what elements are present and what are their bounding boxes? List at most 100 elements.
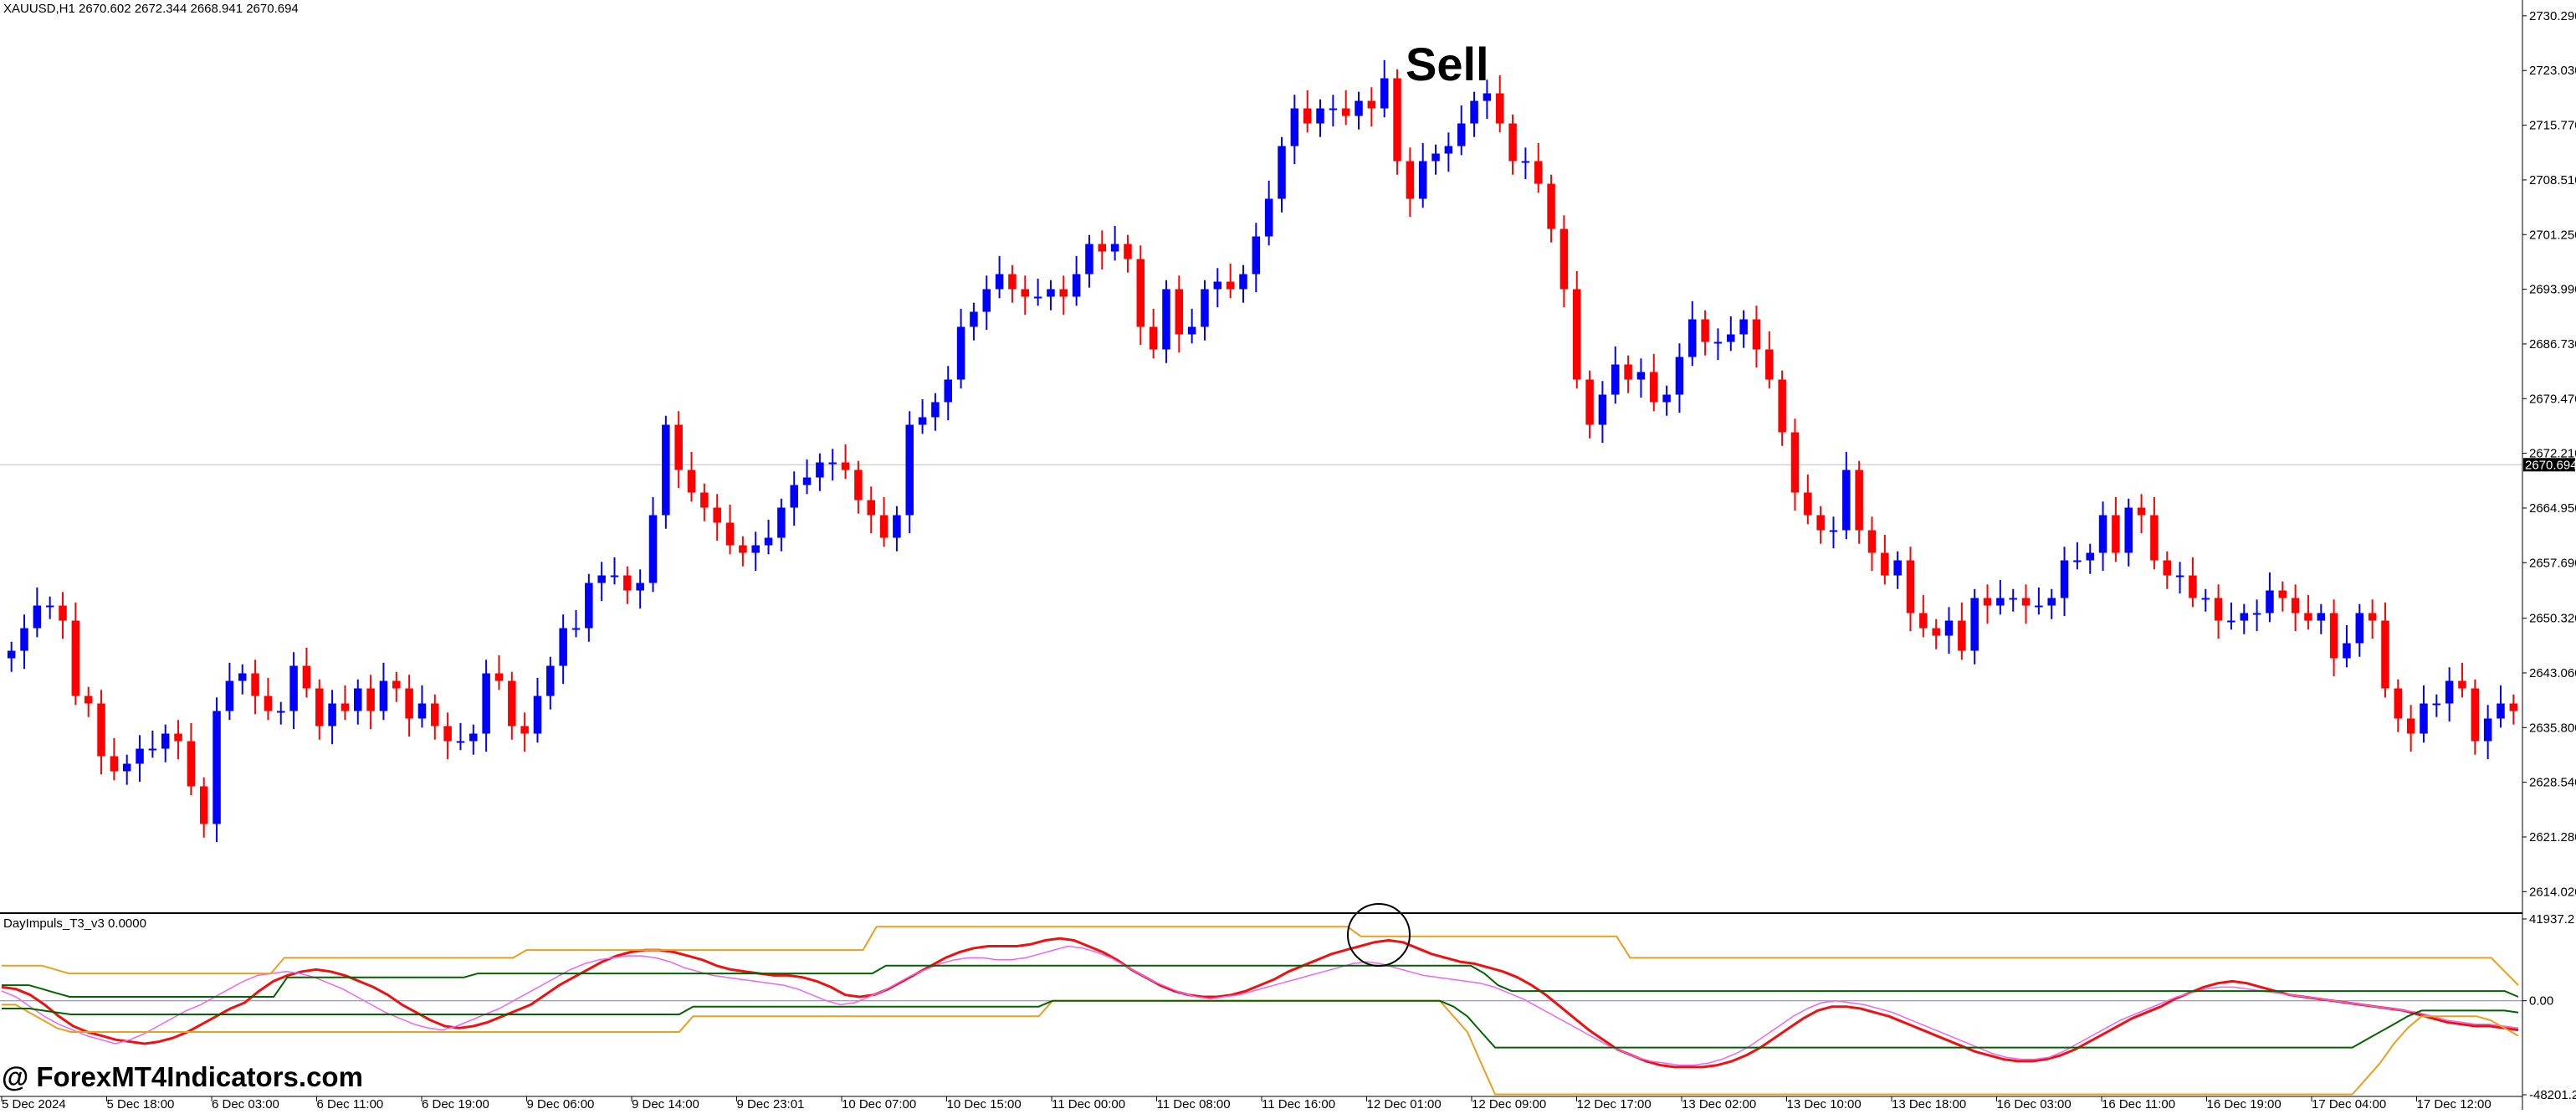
bull-candle: [790, 485, 798, 508]
bull-candle: [148, 748, 157, 751]
bull-candle: [2086, 552, 2094, 561]
bull-candle: [45, 605, 54, 608]
bear-candle: [1701, 319, 1709, 342]
price-tick-label: 2643.060: [2529, 666, 2576, 680]
bull-candle: [417, 703, 427, 719]
bull-candle: [20, 628, 28, 651]
bull-candle: [1444, 146, 1453, 154]
sell-signal-circle: [1347, 903, 1411, 967]
bull-candle: [7, 650, 16, 659]
bull-candle: [122, 763, 131, 772]
time-tick-label: 6 Dec 19:00: [422, 1097, 489, 1110]
bull-candle: [1675, 357, 1684, 395]
bull-candle: [1662, 394, 1671, 403]
price-tick-label: 2715.770: [2529, 119, 2576, 133]
price-tick-label: 2621.280: [2529, 830, 2576, 844]
time-tick-label: 10 Dec 15:00: [947, 1097, 1022, 1110]
bear-candle: [2458, 680, 2466, 689]
bear-candle: [1932, 628, 1940, 636]
bear-candle: [84, 696, 93, 704]
bull-candle: [1431, 153, 1440, 162]
bull-candle: [995, 274, 1004, 290]
bear-candle: [1367, 100, 1376, 109]
bull-candle: [893, 515, 901, 538]
bear-candle: [1790, 432, 1800, 493]
bear-candle: [2291, 598, 2300, 613]
bear-candle: [1303, 108, 1312, 124]
bear-candle: [1650, 372, 1658, 403]
indicator-pane: [0, 926, 2522, 1096]
bull-candle: [2009, 598, 2017, 600]
bear-candle: [1906, 560, 1915, 613]
bear-candle: [1226, 281, 1235, 290]
price-tick-label: 2628.540: [2529, 776, 2576, 790]
time-tick-label: 12 Dec 01:00: [1367, 1097, 1442, 1110]
bear-candle: [1341, 108, 1350, 116]
time-tick-label: 17 Dec 04:00: [2312, 1097, 2386, 1110]
bull-candle: [636, 583, 644, 591]
bull-candle: [1521, 161, 1530, 163]
time-tick-label: 5 Dec 18:00: [107, 1097, 175, 1110]
time-tick-label: 9 Dec 06:00: [527, 1097, 595, 1110]
bull-candle: [136, 748, 144, 764]
price-tick-label: 2701.250: [2529, 228, 2576, 242]
bear-candle: [2509, 703, 2518, 711]
bull-candle: [2035, 605, 2043, 608]
time-tick-label: 13 Dec 10:00: [1787, 1097, 1862, 1110]
bear-candle: [1867, 530, 1877, 553]
bear-candle: [174, 733, 182, 742]
bear-candle: [97, 703, 105, 757]
indicator-tick-label: -48201.2: [2529, 1088, 2576, 1102]
bear-candle: [1175, 289, 1184, 335]
bear-candle: [2163, 560, 2171, 576]
bull-candle: [1688, 319, 1697, 357]
bear-candle: [366, 688, 375, 711]
bear-candle: [110, 756, 119, 772]
bear-candle: [1021, 289, 1030, 297]
bull-candle: [225, 680, 234, 711]
bull-candle: [1355, 100, 1363, 116]
bull-candle: [2266, 590, 2274, 613]
bear-candle: [1495, 93, 1504, 124]
bull-candle: [238, 673, 247, 681]
bear-candle: [2368, 613, 2377, 621]
price-tick-label: 2650.320: [2529, 612, 2576, 626]
time-tick-label: 6 Dec 03:00: [212, 1097, 279, 1110]
indicator-tick-label: 0.00: [2529, 994, 2553, 1009]
bear-candle: [1149, 326, 1158, 350]
bull-candle: [213, 711, 221, 824]
bull-candle: [777, 507, 786, 538]
bear-candle: [1983, 598, 1992, 606]
bull-candle: [2124, 507, 2133, 553]
bear-candle: [1804, 492, 1812, 516]
bull-candle: [1944, 620, 1954, 636]
bull-candle: [2420, 703, 2428, 734]
upper-band-line: [2, 926, 2519, 986]
time-tick-label: 11 Dec 08:00: [1157, 1097, 1231, 1110]
upper-mid-band-line: [2, 964, 2519, 998]
bull-candle: [2343, 643, 2351, 659]
bear-candle: [431, 703, 439, 726]
current-price-box: [2523, 458, 2575, 472]
bear-candle: [2189, 575, 2197, 598]
sell-signal-label: Sell: [1406, 38, 1489, 90]
price-pane: [0, 59, 2522, 843]
bull-candle: [1252, 236, 1261, 275]
bull-candle: [2355, 613, 2364, 644]
bear-candle: [1534, 161, 1543, 184]
bull-candle: [2483, 718, 2492, 742]
bear-candle: [879, 515, 889, 538]
bear-candle: [1124, 244, 1132, 259]
bear-candle: [623, 575, 632, 591]
time-tick-label: 16 Dec 03:00: [1997, 1097, 2072, 1110]
time-tick-label: 10 Dec 07:00: [842, 1097, 916, 1110]
bear-candle: [392, 680, 401, 689]
bear-candle: [2304, 613, 2312, 621]
time-tick-label: 13 Dec 02:00: [1682, 1097, 1756, 1110]
bull-candle: [2073, 560, 2082, 562]
bear-candle: [520, 726, 529, 734]
bear-candle: [1752, 319, 1761, 350]
bear-candle: [1855, 470, 1863, 531]
